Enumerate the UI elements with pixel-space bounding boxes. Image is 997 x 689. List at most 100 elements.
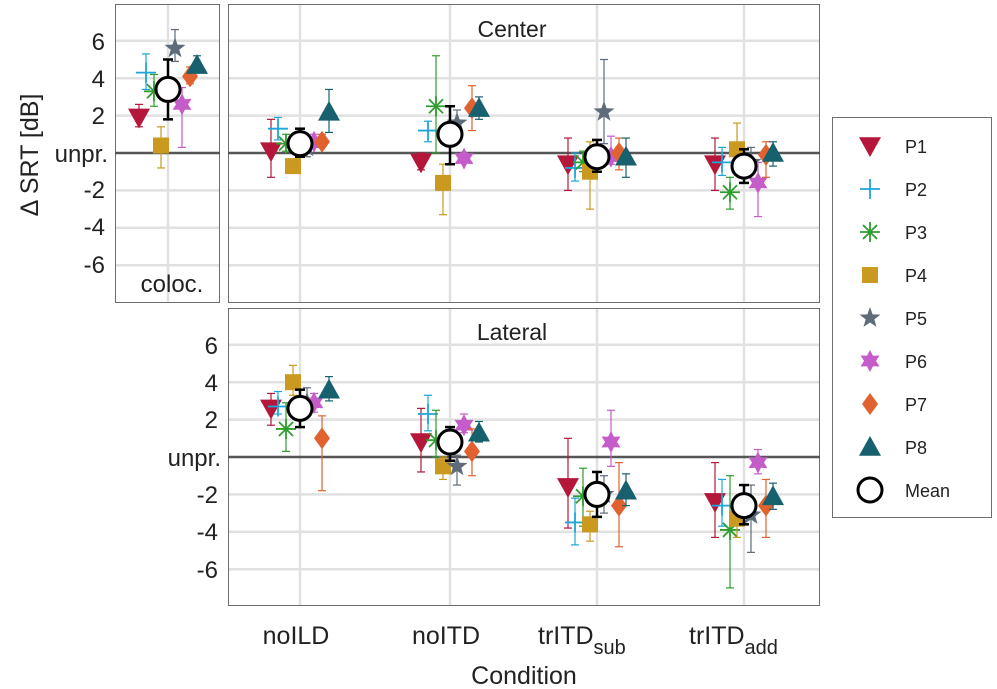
ytick-4-bottom: 4	[205, 370, 218, 397]
point-lateral-P1-1	[410, 433, 432, 454]
ytick-m4-bottom: -4	[197, 519, 218, 546]
point-lateral-P4-1	[435, 458, 451, 475]
point-center-Mean-3	[730, 152, 758, 180]
point-center-P6-3	[748, 171, 768, 194]
point-lateral-P2-2	[565, 512, 585, 533]
legend-label-mean: Mean	[905, 481, 950, 501]
point-center-P2-1	[418, 120, 438, 141]
point-lateral-P4-2	[582, 516, 598, 533]
point-lateral-P8-1	[468, 421, 490, 442]
point-center-P6-2	[601, 145, 621, 168]
point-center-P1-3	[704, 155, 726, 176]
point-center-P8-0	[318, 100, 340, 121]
point-center-P8-3	[762, 142, 784, 162]
point-lateral-Mean-0	[286, 394, 314, 422]
point-lateral-P8-3	[762, 485, 784, 506]
ytick-6-bottom: 6	[205, 333, 218, 360]
legend-box	[832, 117, 992, 518]
point-center-P6-0	[304, 130, 324, 153]
legend-marker-p4	[862, 267, 878, 283]
point-lateral-P6-0	[304, 391, 324, 414]
point-center-P5-1	[446, 112, 468, 132]
point-center-P6-1	[454, 147, 474, 170]
legend-label-p3: P3	[905, 223, 927, 243]
point-center-P3-1	[426, 96, 446, 117]
xtick-trITDadd: trITDadd	[689, 622, 778, 659]
y-axis-label: Δ SRT [dB]	[16, 94, 44, 217]
point-lateral-P1-3	[704, 493, 726, 513]
xtick-noITD: noITD	[412, 622, 480, 650]
point-lateral-P1-0	[260, 399, 282, 420]
point-center-P1-2	[557, 155, 579, 176]
legend-marker-p5	[859, 307, 881, 327]
legend-marker-p8	[859, 436, 881, 456]
point-lateral-P2-0	[268, 396, 288, 417]
xtick-noILD: noILD	[263, 622, 330, 650]
y-ticks-bottom: 6 4 2 unpr. -2 -4 -6	[168, 333, 221, 584]
point-lateral-P2-1	[418, 403, 438, 424]
legend: P1 P2 P3 P4 P5 P6 P7 P8 Mean	[856, 137, 950, 504]
legend-marker-p1	[859, 137, 881, 157]
ytick-2-top: 2	[92, 103, 105, 130]
point-center-P1-1	[410, 153, 432, 174]
coloc-label: coloc.	[141, 271, 204, 298]
point-lateral-P8-2	[615, 479, 637, 500]
legend-marker-p2	[860, 179, 880, 199]
ytick-unpr-top: unpr.	[55, 141, 108, 168]
data-marks	[128, 28, 784, 589]
point-lateral-Mean-3	[730, 492, 758, 520]
legend-marker-p7	[862, 393, 878, 415]
x-ticks: noILD noITD trITDsub trITDadd	[263, 622, 778, 659]
point-lateral-Mean-2	[583, 480, 611, 508]
ytick-m6-bottom: -6	[197, 557, 218, 584]
ytick-2-bottom: 2	[205, 407, 218, 434]
ytick-m2-bottom: -2	[197, 482, 218, 509]
xtick-trITDsub-subscript: sub	[594, 637, 626, 659]
legend-marker-p6	[860, 350, 880, 372]
point-coloc-P4-0	[153, 137, 169, 154]
lateral-title: Lateral	[477, 319, 547, 345]
point-coloc-Mean-0	[154, 75, 182, 103]
point-lateral-Mean-1	[436, 428, 464, 456]
legend-label-p4: P4	[905, 266, 927, 286]
point-lateral-P4-0	[285, 374, 301, 391]
ytick-m2-top: -2	[84, 177, 105, 204]
legend-label-p1: P1	[905, 137, 927, 157]
point-lateral-P6-3	[748, 451, 768, 474]
x-axis-label: Condition	[471, 662, 577, 689]
point-lateral-P3-0	[276, 418, 296, 439]
point-coloc-P8-0	[186, 54, 208, 74]
xtick-trITDsub: trITDsub	[538, 622, 626, 659]
point-coloc-P1-0	[128, 108, 150, 129]
point-center-P2-3	[712, 152, 732, 173]
point-lateral-P1-2	[557, 478, 579, 498]
legend-label-p5: P5	[905, 309, 927, 329]
ytick-4-top: 4	[92, 66, 105, 93]
legend-label-p6: P6	[905, 352, 927, 372]
point-center-P8-1	[468, 97, 490, 117]
point-coloc-P5-0	[164, 37, 186, 58]
y-ticks-top: 6 4 2 unpr. -2 -4 -6	[55, 29, 108, 279]
ytick-unpr-bottom: unpr.	[168, 445, 221, 472]
ytick-m4-top: -4	[84, 214, 105, 241]
legend-label-p2: P2	[905, 180, 927, 200]
point-center-P1-0	[260, 142, 282, 163]
legend-label-p8: P8	[905, 438, 927, 458]
point-lateral-P8-0	[318, 378, 340, 399]
center-title: Center	[477, 16, 546, 42]
point-lateral-P7-0	[314, 427, 330, 450]
ytick-m6-top: -6	[84, 252, 105, 279]
point-center-P3-3	[720, 182, 740, 203]
point-lateral-P7-1	[464, 440, 480, 463]
point-lateral-P6-2	[601, 431, 621, 453]
point-coloc-P6-0	[172, 93, 192, 116]
xtick-trITDadd-subscript: add	[745, 637, 778, 659]
point-center-P4-0	[285, 158, 301, 175]
point-center-P5-2	[593, 100, 615, 121]
legend-marker-p3	[860, 222, 880, 242]
point-center-P2-0	[268, 118, 288, 139]
point-center-P8-2	[615, 145, 637, 166]
point-center-Mean-0	[286, 130, 314, 158]
point-center-P4-1	[435, 174, 451, 191]
